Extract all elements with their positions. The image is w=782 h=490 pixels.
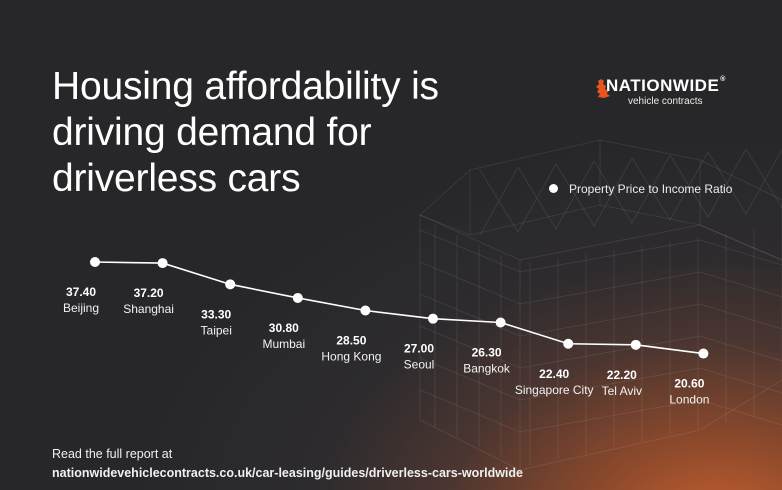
data-label: 28.50	[336, 334, 366, 348]
data-label: 30.80	[269, 321, 299, 335]
data-label: 37.20	[134, 286, 164, 300]
category-label: Bangkok	[463, 361, 511, 375]
chart-legend: Property Price to Income Ratio	[549, 182, 732, 196]
wireframe-lines	[419, 139, 782, 471]
data-point-taipei	[225, 279, 236, 290]
data-label: 22.40	[539, 367, 569, 381]
data-label: 37.40	[66, 285, 96, 299]
legend-marker	[549, 184, 558, 194]
data-point-singapore-city	[563, 338, 574, 349]
data-point-bangkok	[495, 317, 506, 328]
logo-brand-name: NATIONWIDE	[606, 76, 720, 95]
data-label: 33.30	[201, 307, 231, 321]
report-link[interactable]: nationwidevehiclecontracts.co.uk/car-lea…	[52, 466, 523, 480]
data-point-shanghai	[157, 258, 168, 269]
data-label: 22.20	[607, 368, 637, 382]
data-point-hong-kong	[360, 305, 371, 316]
data-label: 26.30	[472, 345, 502, 359]
category-label: London	[669, 393, 709, 407]
category-label: Shanghai	[123, 302, 174, 316]
data-point-london	[698, 348, 709, 359]
logo-brand-text: NATIONWIDE®	[606, 76, 726, 96]
data-label: 27.00	[404, 342, 434, 356]
category-label: Beijing	[63, 301, 99, 315]
nationwide-logo: NATIONWIDE® vehicle contracts	[592, 76, 742, 112]
category-label: Taipei	[201, 323, 232, 337]
footer: Read the full report at nationwidevehicl…	[52, 445, 523, 483]
logo-subtitle: vehicle contracts	[628, 96, 703, 107]
category-label: Hong Kong	[321, 350, 381, 364]
data-point-tel-aviv	[630, 339, 641, 350]
footer-text: Read the full report at	[52, 447, 173, 461]
logo-registered-mark: ®	[720, 76, 726, 83]
data-point-mumbai	[292, 292, 303, 303]
uk-map-icon	[596, 79, 610, 98]
data-point-beijing	[90, 257, 100, 267]
page-title: Housing affordability is driving demand …	[52, 65, 439, 200]
category-label: Tel Aviv	[602, 384, 642, 398]
category-label: Singapore City	[515, 383, 594, 397]
data-label: 20.60	[674, 377, 704, 391]
data-point-seoul	[428, 313, 438, 324]
series-line	[94, 261, 704, 355]
category-label: Seoul	[404, 358, 435, 372]
legend-label: Property Price to Income Ratio	[569, 182, 733, 196]
category-label: Mumbai	[262, 337, 305, 351]
